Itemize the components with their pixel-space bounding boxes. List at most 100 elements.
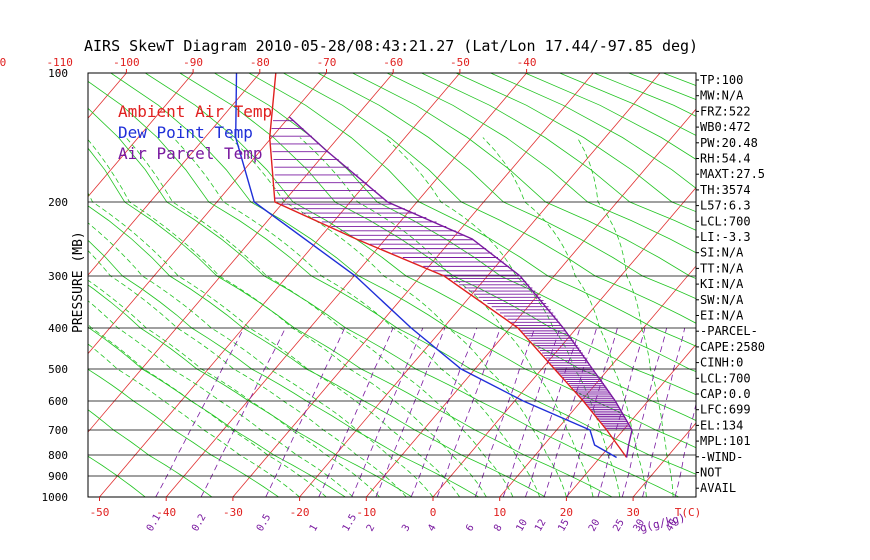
isotherm-line — [767, 73, 870, 497]
isotherm-line — [833, 73, 870, 497]
mixing-ratio-tick-label: 30 — [632, 518, 648, 534]
index-label: TT:N/A — [700, 261, 744, 275]
pressure-tick-label: 300 — [48, 270, 68, 283]
mixing-ratio-tick-label: 4 — [426, 523, 439, 534]
index-label: SI:N/A — [700, 246, 744, 260]
mixing-ratio-tick-label: 0.2 — [190, 512, 209, 533]
isotherm-line — [566, 343, 696, 497]
dry-adiabat-line — [88, 205, 547, 497]
isotherm-line — [88, 73, 261, 276]
dry-adiabat-line — [88, 455, 146, 497]
sounding-series — [234, 73, 633, 459]
index-label: CAP:0.0 — [700, 387, 751, 401]
mixing-ratio-tick-label: 0.5 — [255, 512, 274, 533]
axes: 1002003004005006007008009001000-120-110-… — [0, 56, 701, 535]
pressure-tick-label: 400 — [48, 322, 68, 335]
cape-hatch-area — [269, 120, 632, 429]
top-temp-tick-label: -100 — [113, 56, 140, 69]
mixing-ratio-tick-label: 3 — [400, 523, 413, 534]
mixing-ratio-line — [155, 327, 245, 497]
dry-adiabat-line — [179, 73, 696, 396]
mixing-ratio-tick-label: 12 — [533, 518, 549, 534]
mixing-ratio-tick-label: 20 — [587, 518, 603, 534]
dry-adiabat-line — [248, 73, 696, 347]
mixing-ratio-line — [436, 327, 501, 497]
index-label: NOT — [700, 466, 722, 480]
dry-adiabat-line — [352, 73, 696, 279]
mixing-ratio-axis-label: g(g/kg) — [639, 511, 687, 535]
mixing-ratio-tick-label: 15 — [556, 518, 572, 534]
index-label: MPL:101 — [700, 434, 751, 448]
bottom-temp-tick-label: -40 — [156, 506, 176, 519]
plot-frame — [87, 72, 697, 498]
index-label: KI:N/A — [700, 277, 744, 291]
mixing-ratio-tick-label: 40 — [664, 518, 680, 534]
moist-adiabat-line — [88, 250, 407, 497]
x-axis-label: T(C) — [675, 506, 702, 519]
isotherm-line — [632, 422, 696, 497]
pressure-tick-label: 100 — [48, 67, 68, 80]
moist-adiabat-line — [88, 323, 327, 497]
mixing-ratio-line — [318, 327, 394, 497]
mixing-ratio-tick-label: 8 — [492, 523, 505, 534]
index-label: AVAIL — [700, 481, 736, 495]
index-label: PW:20.48 — [700, 136, 758, 150]
dry-adiabat-line — [145, 73, 696, 421]
dry-adiabat-line — [88, 409, 213, 497]
dry-adiabat-line — [88, 284, 413, 497]
dry-adiabat-line — [88, 107, 680, 497]
background-grid — [88, 73, 870, 507]
index-label: -PARCEL- — [700, 324, 758, 338]
index-label: SW:N/A — [700, 293, 744, 307]
index-label: LCL:700 — [700, 214, 751, 228]
index-label: MAXT:27.5 — [700, 167, 765, 181]
bottom-temp-tick-label: 30 — [626, 506, 639, 519]
index-label: CINH:0 — [700, 356, 743, 370]
legend-entry: Dew Point Temp — [118, 123, 253, 142]
legend-entry: Air Parcel Temp — [118, 144, 263, 163]
isotherm-line — [432, 186, 696, 497]
bottom-temp-tick-label: 0 — [430, 506, 437, 519]
index-label: LCL:700 — [700, 371, 751, 385]
dry-adiabat-line — [663, 73, 696, 87]
moist-adiabat-line — [88, 279, 380, 497]
moist-adiabat-line — [88, 192, 461, 497]
moist-adiabat-line — [576, 137, 674, 497]
moist-adiabat-line — [88, 222, 434, 497]
dry-adiabat-line — [317, 73, 696, 300]
dry-adiabat-line — [524, 73, 696, 160]
dry-adiabat-line — [386, 73, 696, 254]
index-label: MW:N/A — [700, 89, 744, 103]
moist-adiabat-line — [88, 343, 300, 497]
pressure-tick-label: 1000 — [42, 491, 69, 504]
top-temp-tick-label: -60 — [383, 56, 403, 69]
isotherm-line — [499, 265, 696, 497]
index-label: WB0:472 — [700, 120, 751, 134]
mixing-ratio-line — [375, 327, 446, 497]
index-label: LFC:699 — [700, 403, 751, 417]
index-label: TP:100 — [700, 73, 743, 87]
isotherm-line — [165, 73, 527, 497]
mixing-ratio-tick-label: 25 — [611, 518, 627, 534]
mixing-ratio-line — [351, 327, 424, 497]
moist-adiabat-line — [88, 300, 354, 497]
mixing-ratio-line — [621, 327, 667, 497]
dry-adiabat-line — [767, 73, 870, 507]
isotherm-line — [88, 73, 194, 198]
index-label: EI:N/A — [700, 309, 744, 323]
pressure-tick-label: 600 — [48, 395, 68, 408]
index-label: RH:54.4 — [700, 152, 751, 166]
dry-adiabat-line — [214, 73, 696, 372]
bottom-temp-tick-label: -20 — [290, 506, 310, 519]
top-temp-tick-label: -110 — [46, 56, 73, 69]
dry-adiabat-line — [88, 147, 613, 497]
index-label: L57:6.3 — [700, 199, 751, 213]
parcel-temp-line — [288, 116, 633, 458]
isotherm-line — [88, 73, 327, 355]
dry-adiabat-line — [88, 368, 280, 497]
mixing-ratio-tick-label: 10 — [514, 518, 530, 534]
bottom-temp-tick-label: 20 — [560, 506, 573, 519]
moist-adiabat-line — [88, 138, 487, 497]
dry-adiabat-line — [283, 73, 696, 324]
